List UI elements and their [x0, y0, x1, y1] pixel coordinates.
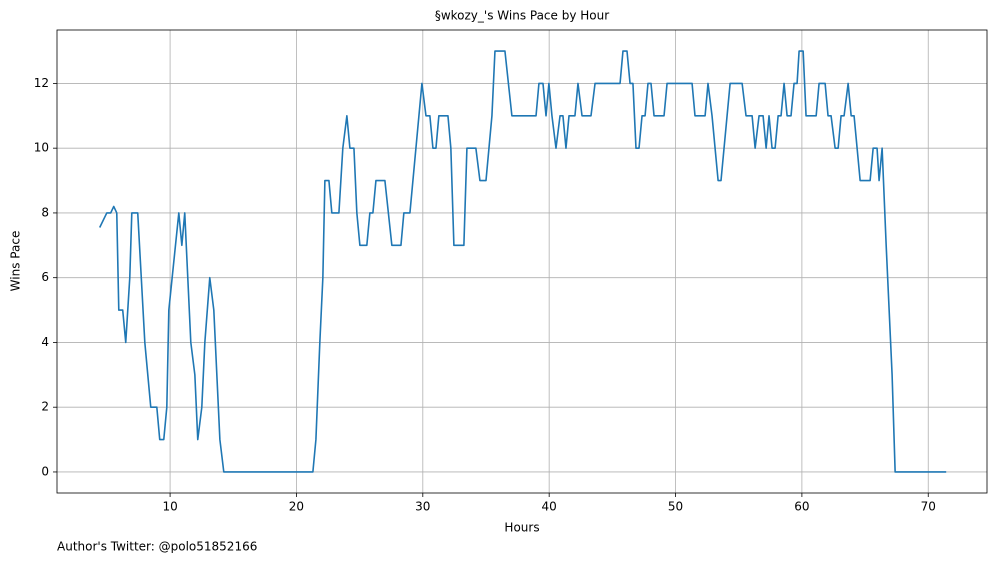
y-tick-label: 8	[41, 205, 49, 219]
footnote: Author's Twitter: @polo51852166	[57, 540, 257, 554]
x-axis-label: Hours	[504, 521, 539, 535]
x-tick-label: 40	[542, 500, 557, 514]
y-tick-label: 6	[41, 270, 49, 284]
y-tick-label: 10	[34, 141, 49, 155]
x-tick-label: 30	[415, 500, 430, 514]
x-tick-label: 20	[289, 500, 304, 514]
data-line	[98, 50, 947, 473]
y-tick-label: 4	[41, 335, 49, 349]
x-tick-label: 50	[668, 500, 683, 514]
x-tick-label: 70	[921, 500, 936, 514]
y-axis-label: Wins Pace	[9, 231, 23, 292]
y-tick-label: 0	[41, 464, 49, 478]
plot-frame	[56, 29, 988, 494]
y-tick-label: 2	[41, 400, 49, 414]
y-tick-label: 12	[34, 76, 49, 90]
x-tick-label: 10	[162, 500, 177, 514]
x-tick-label: 60	[794, 500, 809, 514]
chart-title: §wkozy_'s Wins Pace by Hour	[435, 9, 609, 23]
